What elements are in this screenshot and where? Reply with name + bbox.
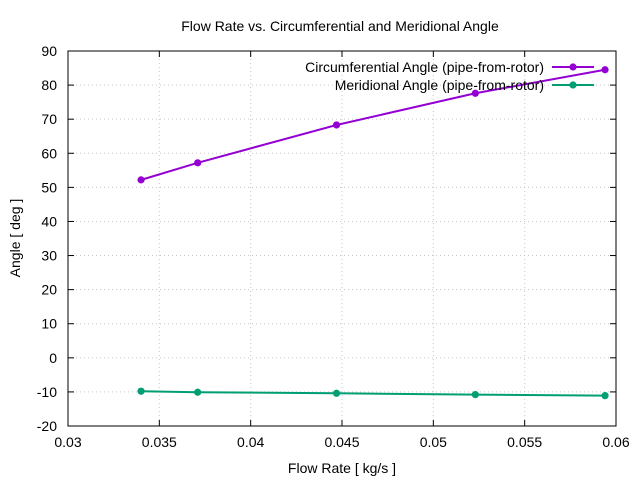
series-1: [137, 66, 609, 184]
y-tick-label: 70: [41, 111, 57, 127]
x-axis-label: Flow Rate [ kg/s ]: [288, 460, 396, 476]
legend-swatch-point: [569, 81, 577, 89]
y-tick-label: 20: [41, 282, 57, 298]
x-tick-label: 0.055: [507, 434, 542, 450]
y-tick-label: -10: [37, 384, 57, 400]
legend-label: Meridional Angle (pipe-from-rotor): [335, 77, 544, 93]
grid: [68, 51, 616, 426]
x-tick-label: 0.03: [54, 434, 81, 450]
series-1-point: [137, 176, 145, 184]
legend-item: Meridional Angle (pipe-from-rotor): [335, 77, 594, 93]
series-2-point: [137, 387, 145, 395]
y-tick-label: 50: [41, 179, 57, 195]
x-tick-label: 0.06: [602, 434, 629, 450]
y-tick-label: 90: [41, 43, 57, 59]
y-axis-label: Angle [ deg ]: [7, 199, 23, 278]
y-tick-label: -20: [37, 418, 57, 434]
x-tick-label: 0.05: [420, 434, 447, 450]
legend-swatch-point: [569, 63, 577, 71]
series-2-line: [141, 390, 606, 397]
legend: Circumferential Angle (pipe-from-rotor) M…: [305, 59, 594, 93]
y-tick-label: 40: [41, 213, 57, 229]
x-tick-label: 0.035: [142, 434, 177, 450]
series-1-point: [601, 66, 609, 74]
x-tick-label: 0.045: [324, 434, 359, 450]
x-tick-label: 0.04: [237, 434, 264, 450]
y-axis: -20 -10 0 10 20 30 40 50 60 70 80 90: [37, 43, 616, 434]
plot-series: [137, 66, 609, 400]
x-axis: 0.03 0.035 0.04 0.045 0.05 0.055 0.06: [54, 51, 630, 450]
series-2-point: [601, 392, 609, 400]
series-1-point: [471, 89, 479, 97]
y-tick-label: 10: [41, 316, 57, 332]
y-tick-label: 0: [49, 350, 57, 366]
y-tick-label: 30: [41, 248, 57, 264]
y-tick-label: 60: [41, 145, 57, 161]
chart-title: Flow Rate vs. Circumferential and Meridi…: [181, 18, 499, 34]
series-1-point: [332, 121, 341, 129]
series-1-point: [194, 159, 202, 167]
series-2-point: [471, 391, 479, 399]
series-2-point: [332, 389, 341, 397]
legend-label: Circumferential Angle (pipe-from-rotor): [305, 59, 544, 75]
legend-item: Circumferential Angle (pipe-from-rotor): [305, 59, 594, 75]
series-2-point: [194, 388, 202, 396]
series-2: [137, 387, 609, 400]
y-tick-label: 80: [41, 77, 57, 93]
